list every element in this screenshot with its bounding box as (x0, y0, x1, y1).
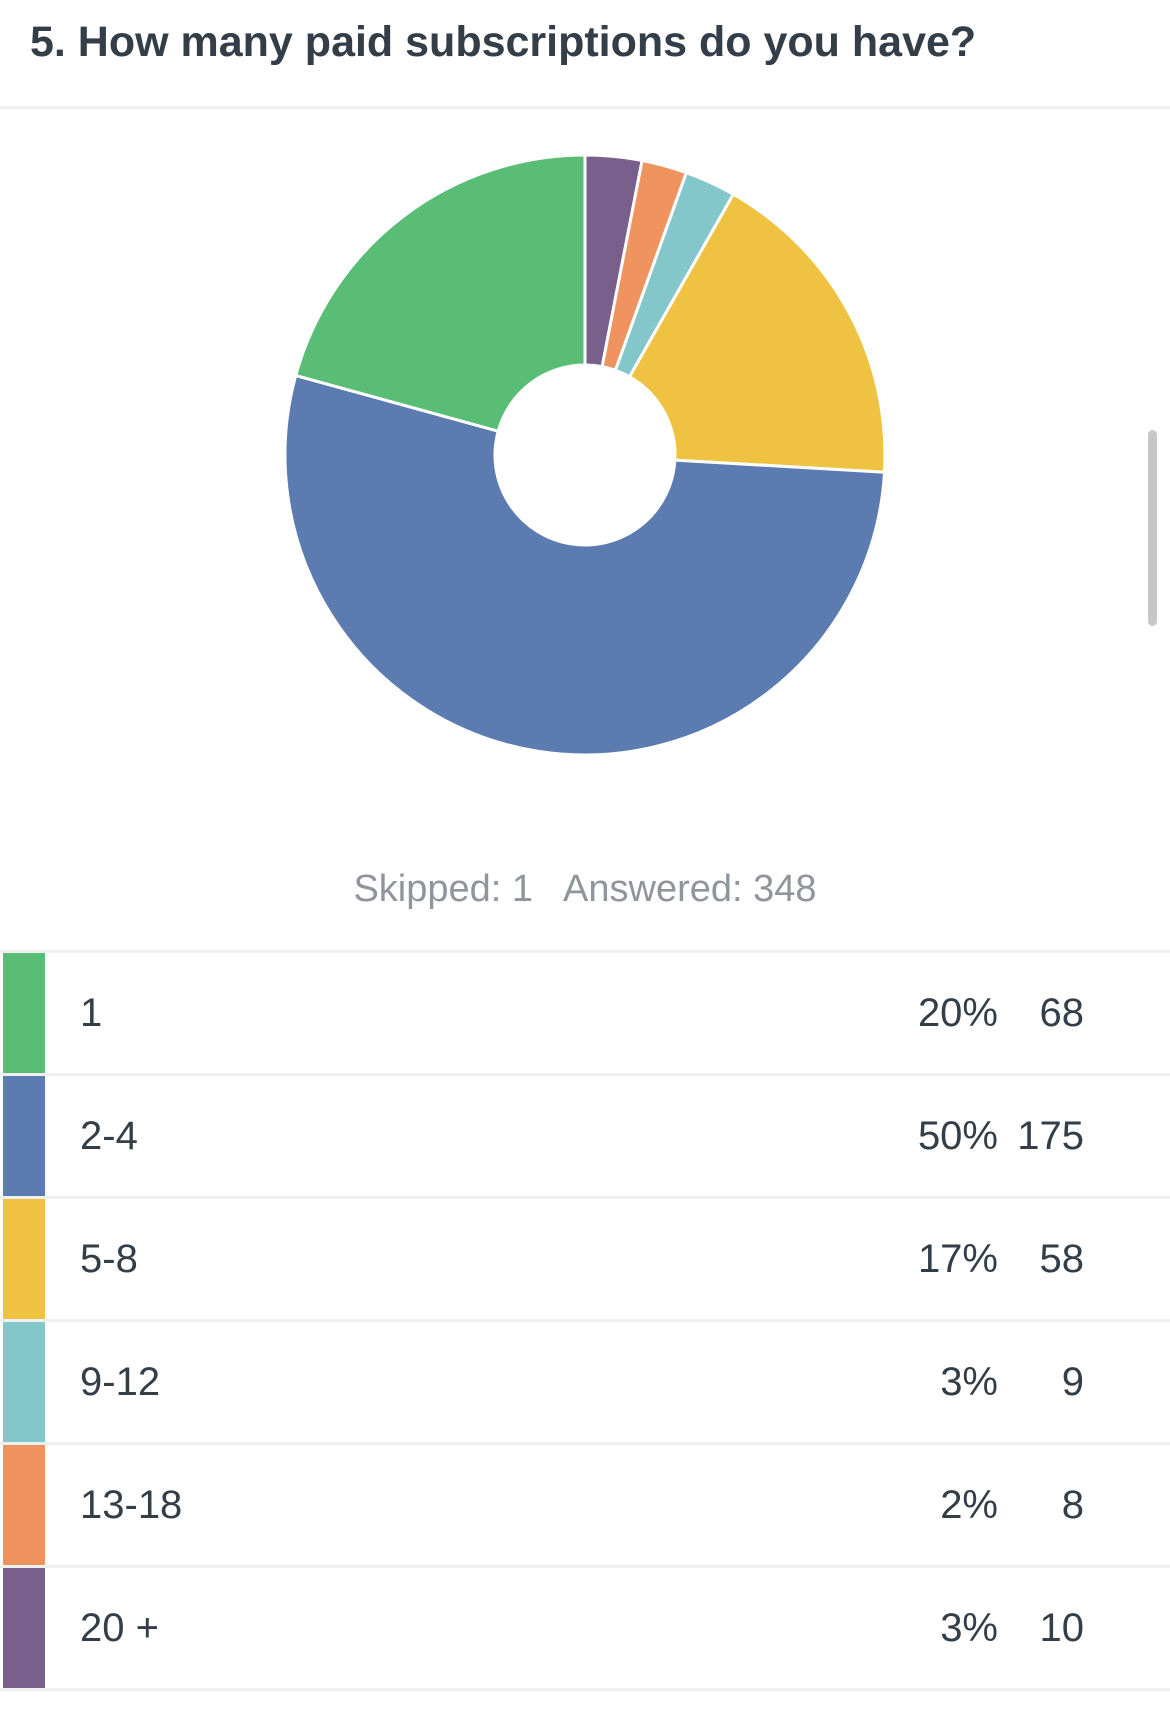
answer-percent: 2% (940, 1483, 998, 1527)
scrollbar[interactable] (1148, 430, 1157, 626)
answer-percent: 17% (917, 1237, 998, 1281)
color-swatch (3, 1568, 45, 1688)
color-swatch (3, 1199, 45, 1319)
skipped-count: Skipped: 1 (353, 868, 534, 910)
table-row: 2-4 50% 175 (0, 1076, 1170, 1199)
answer-count: 10 (1039, 1606, 1085, 1650)
answer-table: 1 20% 68 2-4 50% 175 5-8 17% 58 9-12 3% 9 13-18 2% 8 20… (0, 950, 1170, 1691)
color-swatch (3, 953, 45, 1073)
color-swatch (3, 1322, 45, 1442)
answered-count: Answered: 348 (563, 868, 817, 910)
answer-label: 13-18 (80, 1483, 183, 1527)
answer-count: 58 (1039, 1237, 1085, 1281)
answer-label: 2-4 (80, 1114, 138, 1158)
answer-count: 68 (1039, 991, 1085, 1035)
table-row: 9-12 3% 9 (0, 1322, 1170, 1445)
question-title: 5. How many paid subscriptions do you ha… (30, 18, 977, 66)
table-row: 20 + 3% 10 (0, 1568, 1170, 1691)
title-divider (0, 106, 1170, 109)
pie-slice (283, 373, 887, 757)
answer-label: 9-12 (80, 1360, 161, 1404)
response-stats: Skipped: 1 Answered: 348 (0, 868, 1170, 911)
donut-chart (283, 153, 887, 757)
answer-count: 175 (1017, 1114, 1084, 1158)
answer-label: 5-8 (80, 1237, 138, 1281)
table-row: 1 20% 68 (0, 953, 1170, 1076)
color-swatch (3, 1445, 45, 1565)
table-row: 13-18 2% 8 (0, 1445, 1170, 1568)
answer-percent: 3% (940, 1606, 998, 1650)
pie-slice (293, 153, 587, 433)
answer-percent: 3% (940, 1360, 998, 1404)
answer-label: 1 (80, 991, 103, 1035)
table-row: 5-8 17% 58 (0, 1199, 1170, 1322)
color-swatch (3, 1076, 45, 1196)
answer-count: 9 (1061, 1360, 1084, 1404)
answer-percent: 20% (917, 991, 998, 1035)
answer-label: 20 + (80, 1606, 159, 1650)
answer-count: 8 (1061, 1483, 1084, 1527)
pie-slice (627, 192, 887, 474)
answer-percent: 50% (917, 1114, 998, 1158)
